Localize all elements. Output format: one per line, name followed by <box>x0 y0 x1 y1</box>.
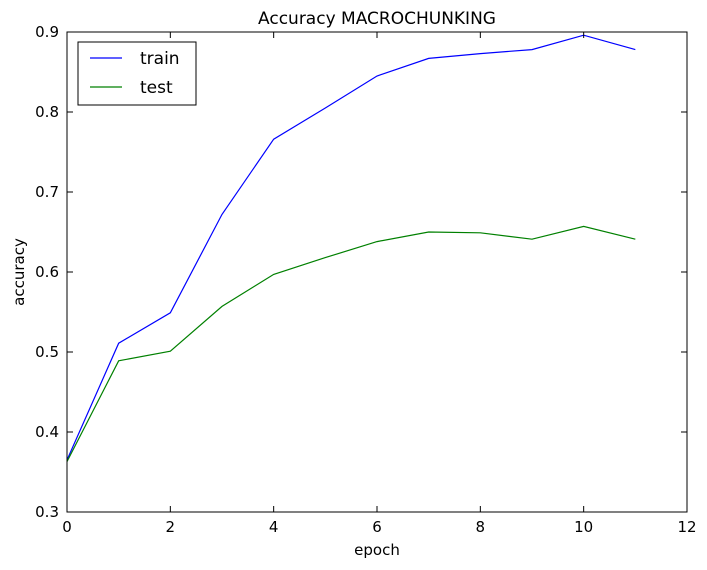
y-tick-label: 0.5 <box>35 343 59 361</box>
x-tick-label: 6 <box>372 518 382 536</box>
legend-label-train: train <box>140 49 180 69</box>
y-tick-label: 0.7 <box>35 183 59 201</box>
y-tick-label: 0.9 <box>35 23 59 41</box>
legend-box <box>77 41 197 106</box>
y-tick-label: 0.8 <box>35 103 59 121</box>
x-tick-label: 10 <box>574 518 593 536</box>
x-tick-label: 2 <box>166 518 176 536</box>
x-tick-label: 12 <box>677 518 696 536</box>
chart-title: Accuracy MACROCHUNKING <box>258 9 496 29</box>
y-tick-label: 0.4 <box>35 423 59 441</box>
x-tick-label: 0 <box>62 518 72 536</box>
plot-area: 0 2 4 6 8 10 12 0.3 0.4 0.5 0.6 0.7 0.8 0.9 train test <box>35 23 696 536</box>
y-tick-label: 0.6 <box>35 263 59 281</box>
y-tick-label: 0.3 <box>35 503 59 521</box>
y-axis-label: accuracy <box>10 238 28 306</box>
x-tick-label: 4 <box>269 518 279 536</box>
legend-label-test: test <box>140 78 173 98</box>
series-line-train <box>66 34 636 461</box>
x-axis-label: epoch <box>354 541 400 559</box>
x-tick-label: 8 <box>476 518 486 536</box>
series-line-test <box>66 225 636 462</box>
